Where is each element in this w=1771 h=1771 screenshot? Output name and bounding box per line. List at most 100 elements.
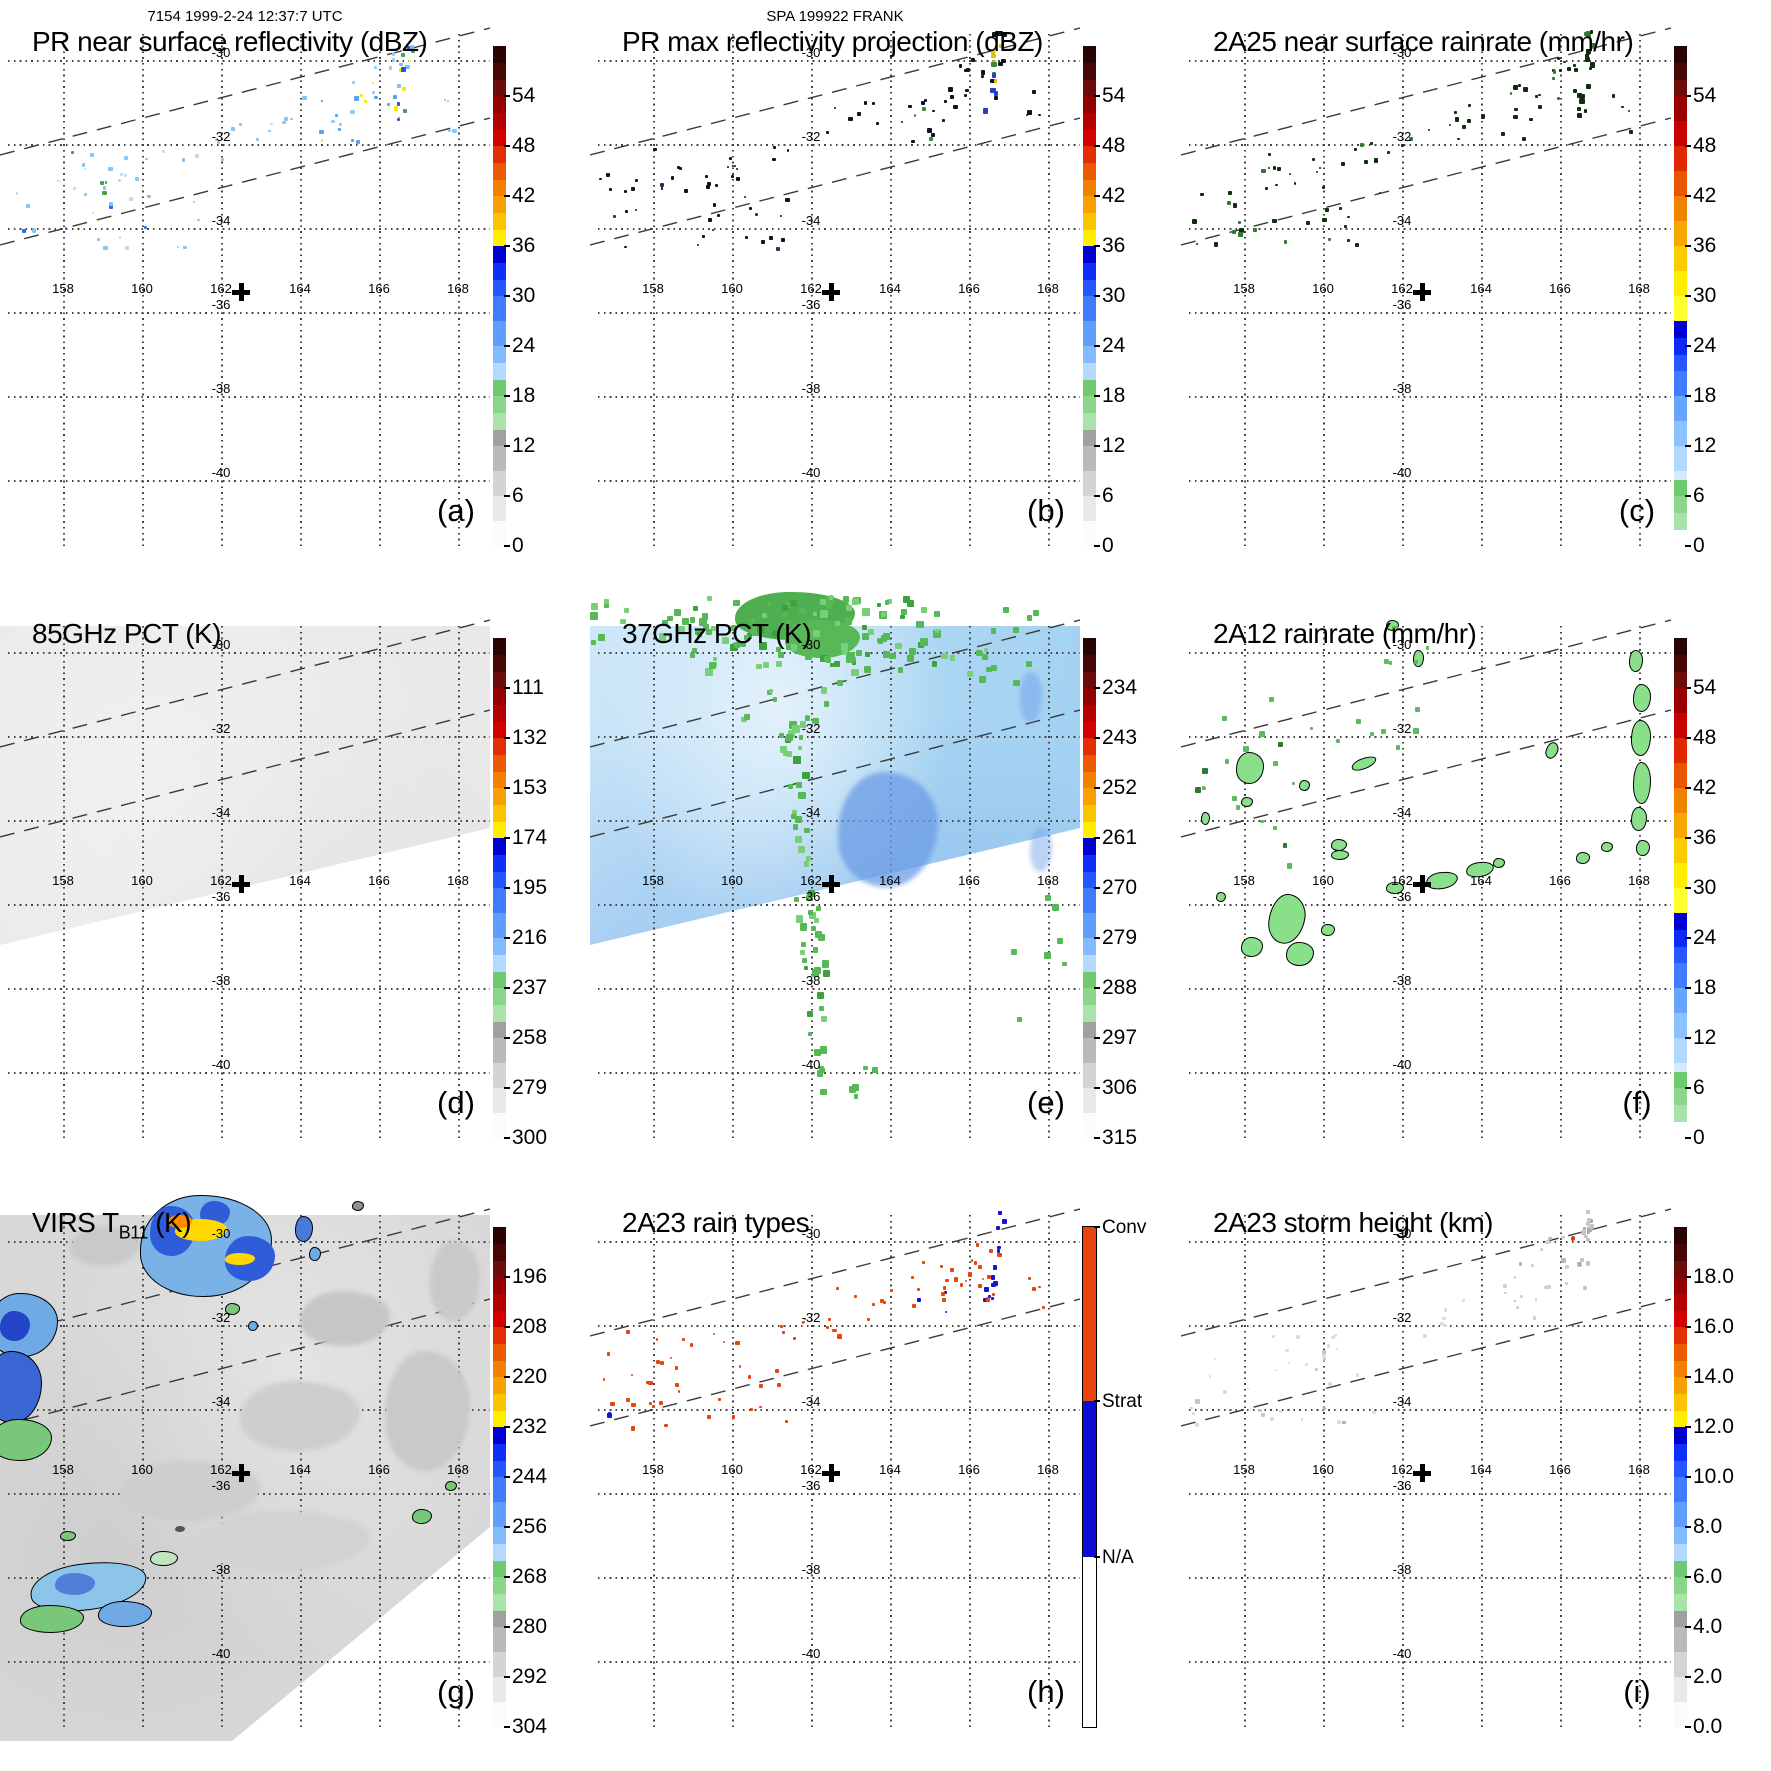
data-pixel (851, 597, 859, 605)
data-pixel (1258, 731, 1265, 738)
colorbar-band (1674, 1610, 1687, 1627)
gridline-lat--34 (1189, 1409, 1671, 1411)
lat-tick-label: -32 (801, 721, 821, 736)
colorbar-band (493, 1560, 506, 1577)
data-pixel (895, 642, 902, 650)
colorbar-band (493, 346, 506, 363)
colorbar-tick (1685, 145, 1691, 147)
data-pixel (1306, 220, 1311, 225)
data-pixel (927, 127, 933, 133)
gridline-lat--40 (8, 1072, 490, 1074)
data-pixel (396, 102, 401, 106)
data-pixel (943, 99, 948, 104)
data-pixel (1585, 1221, 1590, 1227)
data-pixel (833, 660, 840, 667)
data-pixel (1291, 781, 1296, 786)
data-pixel (1586, 30, 1591, 36)
data-pixel (882, 1301, 886, 1305)
data-pixel (813, 918, 819, 923)
data-pixel (761, 612, 767, 618)
colorbar-tick-label: 0 (1693, 534, 1705, 557)
gridline-lon-162 (221, 626, 223, 1140)
data-pixel (855, 649, 862, 656)
data-pixel (760, 239, 766, 244)
data-pixel (913, 113, 917, 117)
panel-d: -30 -32 -34 -36 -38 -40 158 160 162 164 166 168 85GH… (0, 592, 590, 1182)
colorbar-tick (504, 395, 510, 397)
data-pixel (1340, 161, 1345, 166)
data-feature (1576, 852, 1590, 864)
colorbar-band (493, 446, 506, 471)
data-pixel (1588, 1219, 1594, 1224)
colorbar-band (1674, 446, 1687, 471)
gridline-lon-168 (1048, 34, 1050, 548)
colorbar-tick (504, 837, 510, 839)
data-feature (352, 1201, 364, 1211)
colorbar-tick (504, 787, 510, 789)
data-pixel (1556, 56, 1560, 60)
data-pixel (793, 896, 800, 903)
gridline-lat--38 (1189, 396, 1671, 398)
colorbar-band (1674, 246, 1687, 271)
data-pixel (704, 175, 708, 179)
colorbar-band (493, 213, 506, 230)
lon-tick-label: 166 (368, 281, 390, 296)
colorbar-band (1674, 496, 1687, 513)
storm-center-marker-icon (238, 283, 244, 301)
data-pixel (792, 623, 798, 629)
panel-letter-label: (h) (1027, 1674, 1065, 1709)
data-pixel (81, 163, 86, 167)
data-pixel (1224, 759, 1230, 765)
lon-tick-label: 158 (642, 873, 664, 888)
data-pixel (183, 245, 187, 250)
colorbar-tick-label: 36 (1102, 234, 1126, 257)
data-pixel (1579, 98, 1585, 105)
data-pixel (800, 923, 808, 931)
lat-tick-label: -34 (211, 805, 231, 820)
gridline-lon-166 (1560, 626, 1562, 1140)
colorbar-tick (1685, 737, 1691, 739)
data-pixel (749, 1407, 753, 1411)
colorbar-tick-label: 6 (1102, 484, 1114, 507)
data-pixel (996, 1249, 1000, 1253)
data-pixel (876, 121, 879, 125)
gridline-lat--30 (598, 60, 1080, 62)
data-pixel (974, 1261, 978, 1265)
panel-title-text: 37GHz PCT (K) (622, 618, 812, 649)
data-pixel (1565, 1282, 1568, 1285)
lon-tick-label: 164 (1470, 873, 1492, 888)
data-pixel (1276, 167, 1281, 172)
data-pixel (701, 613, 709, 620)
data-pixel (691, 647, 697, 653)
colorbar-band (1083, 688, 1096, 705)
lon-tick-label: 162 (800, 281, 822, 296)
data-pixel (1363, 159, 1368, 164)
lon-tick-label: 166 (1549, 281, 1571, 296)
colorbar-tick (1685, 1326, 1691, 1328)
data-pixel (851, 660, 857, 666)
data-pixel (991, 1282, 996, 1288)
data-pixel (784, 1420, 788, 1424)
data-pixel (655, 1338, 658, 1341)
colorbar-band (493, 471, 506, 496)
data-pixel (826, 596, 834, 604)
data-pixel (1540, 1248, 1544, 1251)
data-pixel (780, 746, 787, 753)
data-pixel (84, 167, 87, 170)
data-pixel (920, 101, 925, 106)
colorbar-tick-label: 24 (1693, 334, 1717, 357)
data-pixel (1504, 1291, 1507, 1295)
colorbar-tick-label: 48 (512, 134, 536, 157)
lat-tick-label: -38 (801, 381, 821, 396)
colorbar-tick-label: 8.0 (1693, 1515, 1723, 1538)
colorbar-tick (1094, 737, 1100, 739)
colorbar-band (493, 788, 506, 805)
data-pixel (1272, 218, 1277, 224)
colorbar-band (1674, 479, 1687, 496)
colorbar-tick (1685, 1626, 1691, 1628)
lat-tick-label: -36 (211, 1478, 231, 1493)
colorbar-band (1674, 354, 1687, 371)
data-pixel (352, 80, 355, 84)
data-pixel (828, 595, 834, 600)
data-pixel (861, 607, 870, 616)
